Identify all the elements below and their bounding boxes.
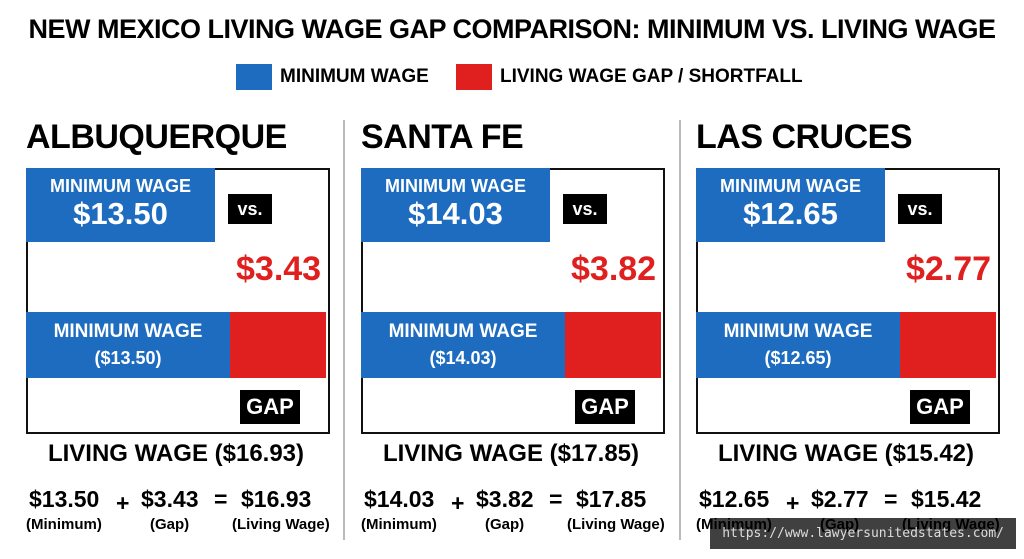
eq-plus: + <box>116 490 130 516</box>
eq-living: $16.93 <box>241 486 312 512</box>
note-gap: (Gap) <box>150 516 190 533</box>
living-wage: LIVING WAGE ($17.85) <box>382 440 640 467</box>
city-name: ALBUQUERQUE <box>26 118 287 156</box>
legend-label: LIVING WAGE GAP / SHORTFALL <box>500 66 803 87</box>
eq-equals: = <box>214 486 228 512</box>
note-living: (Living Wage) <box>567 516 665 533</box>
eq-minimum: $14.03 <box>364 486 435 512</box>
note-gap: (Gap) <box>485 516 525 533</box>
eq-plus: + <box>786 490 800 516</box>
gap-value: $3.43 <box>236 250 322 288</box>
eq-gap: $2.77 <box>811 486 869 512</box>
eq-minimum: $12.65 <box>699 486 770 512</box>
vs-tag: vs. <box>563 194 607 224</box>
box-label: MINIMUM WAGE <box>385 176 526 196</box>
watermark: https://www.lawyersunitedstates.com/ <box>710 518 1016 549</box>
min-wage-bar: MINIMUM WAGE ($12.65) <box>696 312 900 378</box>
eq-gap: $3.82 <box>476 486 534 512</box>
bar-value: ($12.65) <box>764 348 832 368</box>
legend-label: MINIMUM WAGE <box>280 66 429 87</box>
min-wage-box: MINIMUM WAGE $12.65 <box>696 168 885 242</box>
note-living: (Living Wage) <box>232 516 330 533</box>
bar-label: MINIMUM WAGE <box>723 321 873 342</box>
box-value: $12.65 <box>743 196 838 231</box>
vs-tag: vs. <box>228 194 272 224</box>
gap-tag: GAP <box>575 390 635 424</box>
bar-value: ($13.50) <box>94 348 162 368</box>
eq-gap: $3.43 <box>141 486 199 512</box>
gap-bar <box>900 312 996 378</box>
vs-tag: vs. <box>898 194 942 224</box>
note-minimum: (Minimum) <box>361 516 437 533</box>
living-wage: LIVING WAGE ($16.93) <box>47 440 305 467</box>
legend-swatch <box>456 64 492 90</box>
eq-equals: = <box>549 486 563 512</box>
eq-minimum: $13.50 <box>29 486 100 512</box>
title: NEW MEXICO LIVING WAGE GAP COMPARISON: M… <box>28 14 996 44</box>
city-name: LAS CRUCES <box>696 118 913 156</box>
city-name: SANTA FE <box>361 118 524 156</box>
min-wage-box: MINIMUM WAGE $13.50 <box>26 168 215 242</box>
bar-label: MINIMUM WAGE <box>53 321 203 342</box>
box-value: $14.03 <box>408 196 503 231</box>
note-minimum: (Minimum) <box>26 516 102 533</box>
box-label: MINIMUM WAGE <box>50 176 191 196</box>
bar-value: ($14.03) <box>429 348 497 368</box>
living-wage: LIVING WAGE ($15.42) <box>717 440 975 467</box>
divider <box>679 120 681 540</box>
gap-tag: GAP <box>240 390 300 424</box>
gap-bar <box>565 312 661 378</box>
divider <box>343 120 345 540</box>
eq-living: $17.85 <box>576 486 647 512</box>
legend-swatch <box>236 64 272 90</box>
box-label: MINIMUM WAGE <box>720 176 861 196</box>
eq-equals: = <box>884 486 898 512</box>
gap-bar <box>230 312 326 378</box>
eq-plus: + <box>451 490 465 516</box>
min-wage-box: MINIMUM WAGE $14.03 <box>361 168 550 242</box>
min-wage-bar: MINIMUM WAGE ($13.50) <box>26 312 230 378</box>
gap-value: $3.82 <box>571 250 657 288</box>
gap-tag: GAP <box>910 390 970 424</box>
bar-label: MINIMUM WAGE <box>388 321 538 342</box>
eq-living: $15.42 <box>911 486 982 512</box>
gap-value: $2.77 <box>906 250 992 288</box>
min-wage-bar: MINIMUM WAGE ($14.03) <box>361 312 565 378</box>
box-value: $13.50 <box>73 196 168 231</box>
